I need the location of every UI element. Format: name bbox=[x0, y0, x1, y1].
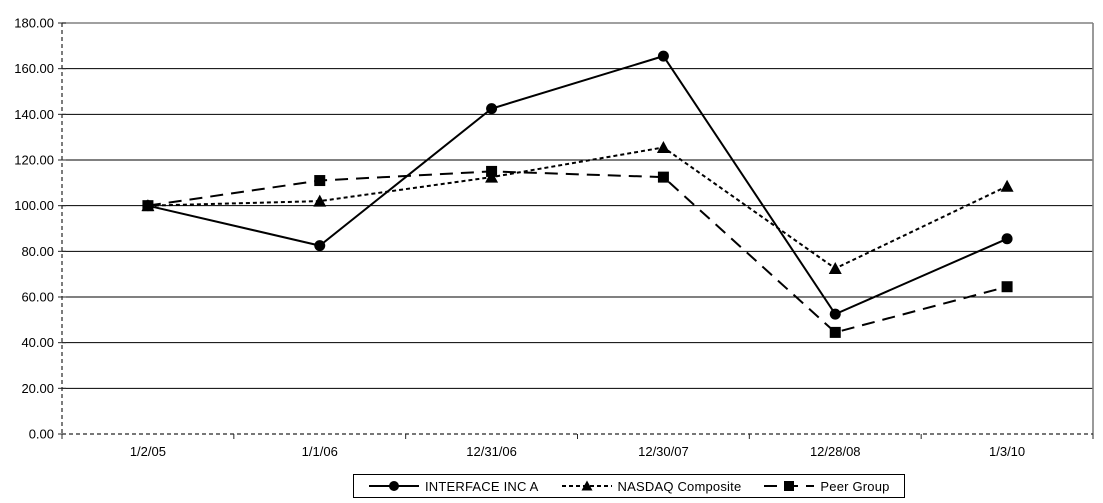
series-0-marker-1 bbox=[314, 240, 326, 252]
series-2-marker-5 bbox=[1001, 281, 1013, 293]
y-tick-label: 180.00 bbox=[14, 16, 54, 31]
legend-item-nasdaq-composite: NASDAQ Composite bbox=[561, 479, 742, 494]
series-0-marker-3 bbox=[657, 50, 669, 62]
y-tick-label: 160.00 bbox=[14, 61, 54, 76]
x-tick-label: 1/1/06 bbox=[302, 444, 338, 459]
y-tick-label: 120.00 bbox=[14, 153, 54, 168]
series-0-marker-4 bbox=[829, 308, 841, 320]
x-tick-label: 1/3/10 bbox=[989, 444, 1025, 459]
y-tick-label: 40.00 bbox=[21, 335, 54, 350]
series-0-marker-2 bbox=[486, 103, 498, 115]
series-1-marker-3 bbox=[656, 140, 670, 153]
y-tick-label: 80.00 bbox=[21, 244, 54, 259]
chart-legend: INTERFACE INC A NASDAQ Composite Peer Grou… bbox=[353, 474, 905, 498]
y-tick-label: 60.00 bbox=[21, 290, 54, 305]
series-2-marker-1 bbox=[314, 175, 326, 187]
y-tick-label: 100.00 bbox=[14, 198, 54, 213]
legend-item-peer-group: Peer Group bbox=[763, 479, 889, 494]
x-tick-label: 12/28/08 bbox=[810, 444, 861, 459]
series-0-marker-5 bbox=[1001, 233, 1013, 245]
y-tick-label: 0.00 bbox=[29, 427, 54, 442]
series-1-marker-5 bbox=[1000, 179, 1014, 192]
x-tick-label: 12/31/06 bbox=[466, 444, 517, 459]
series-line-0 bbox=[147, 54, 1008, 316]
y-tick-label: 140.00 bbox=[14, 107, 54, 122]
series-line-1 bbox=[147, 146, 1008, 270]
series-2-marker-3 bbox=[657, 171, 669, 183]
series-1-marker-4 bbox=[828, 261, 842, 274]
y-tick-label: 20.00 bbox=[21, 381, 54, 396]
x-tick-label: 1/2/05 bbox=[130, 444, 166, 459]
series-1-marker-1 bbox=[313, 194, 327, 207]
square-marker-swatch-icon bbox=[763, 479, 815, 493]
triangle-marker-swatch-icon bbox=[561, 479, 613, 493]
legend-item-interface-inc-a: INTERFACE INC A bbox=[368, 479, 539, 494]
x-tick-label: 12/30/07 bbox=[638, 444, 689, 459]
circle-marker-swatch-icon bbox=[368, 479, 420, 493]
series-2-marker-2 bbox=[486, 165, 498, 177]
series-2-marker-4 bbox=[829, 326, 841, 338]
legend-label: Peer Group bbox=[820, 478, 890, 494]
legend-label: NASDAQ Composite bbox=[617, 478, 742, 494]
series-line-2 bbox=[147, 170, 1008, 334]
legend-label: INTERFACE INC A bbox=[425, 478, 539, 494]
series-2-marker-0 bbox=[142, 200, 154, 212]
